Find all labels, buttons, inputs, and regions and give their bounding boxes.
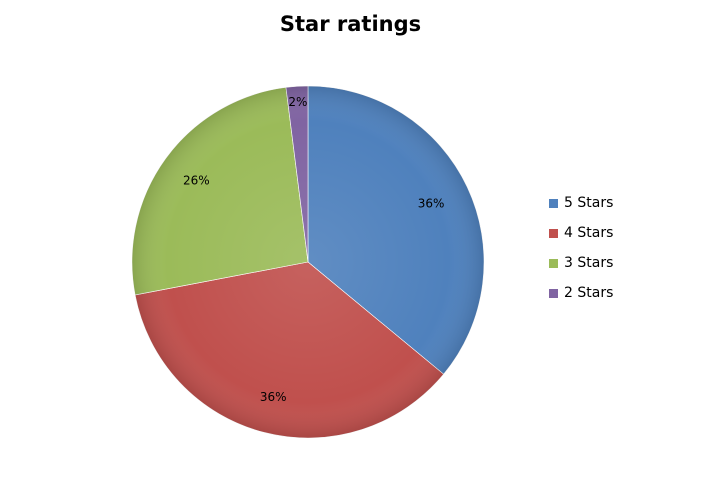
legend-swatch-4-stars	[549, 228, 558, 238]
legend-label-2-stars: 2 Stars	[564, 285, 614, 301]
legend-label-4-stars: 4 Stars	[564, 225, 614, 241]
data-label-2-stars: 2%	[288, 95, 307, 109]
legend-item-3-stars: 3 Stars	[549, 248, 613, 278]
legend-swatch-5-stars	[549, 198, 558, 208]
legend-label-5-stars: 5 Stars	[564, 195, 614, 211]
legend-swatch-3-stars	[549, 258, 558, 268]
legend-item-2-stars: 2 Stars	[549, 278, 613, 308]
data-label-5-stars: 36%	[418, 197, 445, 211]
legend-swatch-2-stars	[549, 288, 558, 298]
slice-3-stars	[131, 87, 309, 296]
legend: 5 Stars 4 Stars 3 Stars 2 Stars	[549, 188, 613, 308]
legend-item-5-stars: 5 Stars	[549, 188, 613, 218]
legend-item-4-stars: 4 Stars	[549, 218, 613, 248]
data-label-4-stars: 36%	[260, 390, 287, 404]
legend-label-3-stars: 3 Stars	[564, 255, 614, 271]
chart-title: Star ratings	[279, 12, 422, 36]
data-label-3-stars: 26%	[183, 173, 210, 187]
